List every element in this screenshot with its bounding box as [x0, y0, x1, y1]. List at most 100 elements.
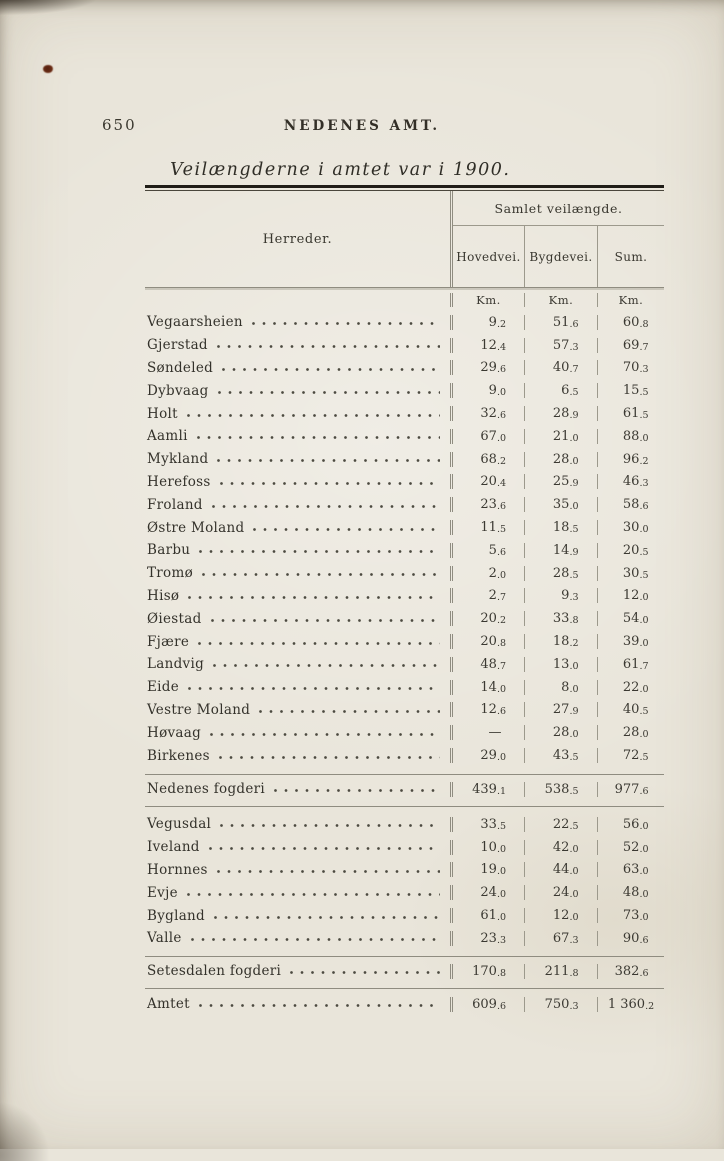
hovedvei-value-cell: 23.6 — [450, 497, 524, 513]
herred-name-cell: Tromø — [145, 565, 450, 581]
value-number: 35.0 — [552, 497, 579, 513]
table-row: Herefoss 20.4 25.9 46.3 — [145, 471, 664, 494]
table-row: Hornnes 19.0 44.0 63.0 — [145, 859, 664, 882]
sum-value-cell: 96.2 — [597, 451, 664, 467]
table-row: Østre Moland 11.5 18.5 30.0 — [145, 516, 664, 539]
sum-value-cell: 48.0 — [597, 885, 664, 901]
sum-value-cell: 70.3 — [597, 360, 664, 376]
herred-name: Holt — [147, 405, 178, 422]
dot-leader — [208, 846, 440, 852]
dot-leader — [290, 970, 440, 976]
value-number: 30.5 — [622, 565, 649, 581]
value-number: 51.6 — [552, 314, 579, 330]
value-number: 22.5 — [552, 816, 579, 832]
sum-value-cell: 28.0 — [597, 725, 664, 741]
value-number: 20.8 — [480, 634, 507, 650]
herred-name: Dybvaag — [147, 382, 209, 399]
herred-name-cell: Hisø — [145, 588, 450, 604]
herred-name: Hisø — [147, 587, 180, 604]
table-header: Herreder. Samlet veilængde. Hovedvei. By… — [145, 191, 664, 288]
sum-value-cell: 56.0 — [597, 816, 664, 832]
herred-name: Tromø — [147, 565, 194, 582]
herred-name: Herefoss — [147, 473, 211, 490]
unit-label-bygdevei: Km. — [524, 292, 597, 307]
section-separator-line — [145, 805, 664, 807]
value-number: 28.0 — [552, 451, 579, 467]
table-row: Vestre Moland 12.6 27.9 40.5 — [145, 699, 664, 722]
herred-name-cell: Gjerstad — [145, 337, 450, 353]
herred-name-cell: Herefoss — [145, 474, 450, 490]
herred-name: Bygland — [147, 907, 205, 924]
hovedvei-value-cell: 2.7 — [450, 588, 524, 604]
herred-name: Østre Moland — [147, 519, 245, 536]
dot-leader — [198, 640, 440, 646]
value-number: 21.0 — [552, 428, 579, 444]
units-row: Km. Km. Km. — [145, 288, 664, 311]
herred-name: Vestre Moland — [147, 701, 251, 718]
value-number: 48.0 — [622, 885, 649, 901]
hovedvei-value-cell: 48.7 — [450, 656, 524, 672]
table-row: Gjerstad 12.4 57.3 69.7 — [145, 334, 664, 357]
herred-name-cell: Amtet — [145, 996, 450, 1012]
group-header-cell: Samlet veilængde. — [453, 191, 664, 226]
hovedvei-value-cell: 609.6 — [450, 996, 524, 1012]
table-row: Froland 23.6 35.0 58.6 — [145, 493, 664, 516]
table-row: Tromø 2.0 28.5 30.5 — [145, 562, 664, 585]
bygdevei-value-cell: 42.0 — [524, 839, 597, 855]
value-number: 538.5 — [544, 781, 579, 797]
section-setesdalen-rows: Vegusdal 33.5 22.5 56.0 Iveland 10.0 42.0 52.0 H… — [145, 807, 664, 950]
bygdevei-value-cell: 18.2 — [524, 634, 597, 650]
herred-name: Amtet — [147, 996, 190, 1013]
value-number: 63.0 — [622, 862, 649, 878]
herred-name: Froland — [147, 496, 203, 513]
sum-value-cell: 46.3 — [597, 474, 664, 490]
sum-value-cell: 22.0 — [597, 679, 664, 695]
value-number: 42.0 — [552, 839, 579, 855]
herred-name: Evje — [147, 884, 178, 901]
value-number: 1 360.2 — [607, 996, 655, 1012]
value-number: 28.5 — [552, 565, 579, 581]
sum-value-cell: 58.6 — [597, 497, 664, 513]
section-separator-line — [145, 955, 664, 957]
value-number: 40.5 — [622, 702, 649, 718]
running-head: NEDENES AMT. — [283, 118, 441, 134]
value-number: 43.5 — [552, 748, 579, 764]
value-number: 439.1 — [472, 781, 507, 797]
sum-value-cell: 382.6 — [597, 963, 664, 979]
bygdevei-value-cell: 12.0 — [524, 908, 597, 924]
table-row: Vegusdal 33.5 22.5 56.0 — [145, 813, 664, 836]
value-columns-header: Samlet veilængde. Hovedvei. Bygdevei. Su… — [450, 191, 664, 287]
section-nedenes-total: Nedenes fogderi 439.1 538.5 977.6 — [145, 775, 664, 804]
bygdevei-value-cell: 14.9 — [524, 542, 597, 558]
herred-name: Eide — [147, 679, 180, 696]
herred-name-cell: Fjære — [145, 634, 450, 650]
column-header-sum: Sum. — [597, 226, 664, 287]
value-number: 72.5 — [622, 748, 649, 764]
table-row: Iveland 10.0 42.0 52.0 — [145, 836, 664, 859]
herred-name-cell: Vestre Moland — [145, 702, 450, 718]
bygdevei-value-cell: 9.3 — [524, 588, 597, 604]
sum-value-cell: 61.7 — [597, 656, 664, 672]
value-number: 20.2 — [480, 611, 507, 627]
value-number: 40.7 — [552, 360, 579, 376]
bygdevei-value-cell: 211.8 — [524, 963, 597, 979]
bygdevei-value-cell: 57.3 — [524, 337, 597, 353]
herred-name: Mykland — [147, 451, 209, 468]
table-row: Bygland 61.0 12.0 73.0 — [145, 904, 664, 927]
herred-name-cell: Iveland — [145, 839, 450, 855]
bygdevei-value-cell: 67.3 — [524, 930, 597, 946]
herred-name-cell: Evje — [145, 885, 450, 901]
value-number: 73.0 — [622, 908, 649, 924]
herred-name-cell: Østre Moland — [145, 520, 450, 536]
hovedvei-value-cell: 9.0 — [450, 383, 524, 399]
value-number: 32.6 — [480, 406, 507, 422]
herred-name-cell: Nedenes fogderi — [145, 781, 450, 797]
value-number: 58.6 — [622, 497, 649, 513]
value-number: 12.0 — [622, 588, 649, 604]
unit-label-hovedvei: Km. — [450, 292, 524, 307]
sum-value-cell: 30.5 — [597, 565, 664, 581]
sum-value-cell: 40.5 — [597, 702, 664, 718]
sum-value-cell: 63.0 — [597, 862, 664, 878]
herred-name: Aamli — [147, 428, 188, 445]
herred-name: Landvig — [147, 656, 205, 673]
